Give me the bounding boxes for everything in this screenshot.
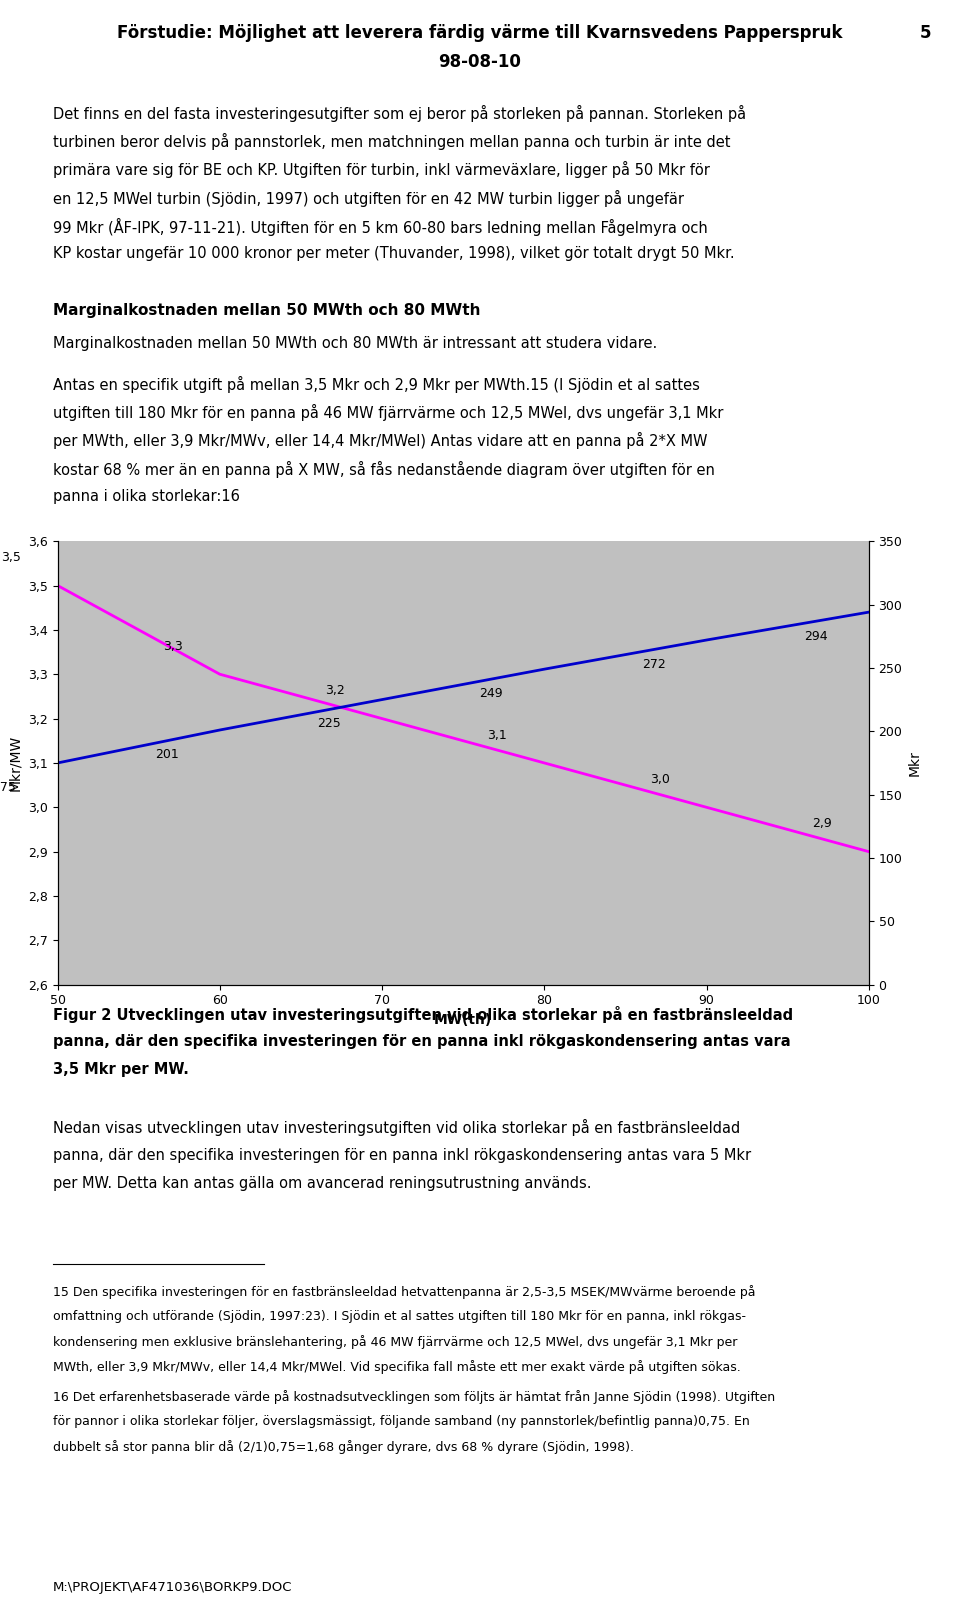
Text: Figur 2 Utvecklingen utav investeringsutgiften vid olika storlekar på en fastbrä: Figur 2 Utvecklingen utav investeringsut… xyxy=(53,1007,793,1023)
Text: kostar 68 % mer än en panna på X MW, så fås nedanstående diagram över utgiften f: kostar 68 % mer än en panna på X MW, så … xyxy=(53,461,714,477)
Text: M:\PROJEKT\AF471036\BORKP9.DOC: M:\PROJEKT\AF471036\BORKP9.DOC xyxy=(53,1581,292,1594)
Text: panna, där den specifika investeringen för en panna inkl rökgaskondensering anta: panna, där den specifika investeringen f… xyxy=(53,1034,790,1048)
Text: 3,5: 3,5 xyxy=(1,552,21,565)
Text: Marginalkostnaden mellan 50 MWth och 80 MWth är intressant att studera vidare.: Marginalkostnaden mellan 50 MWth och 80 … xyxy=(53,336,657,350)
Text: 294: 294 xyxy=(804,631,828,644)
Text: Nedan visas utvecklingen utav investeringsutgiften vid olika storlekar på en fas: Nedan visas utvecklingen utav investerin… xyxy=(53,1119,740,1137)
Text: 175: 175 xyxy=(0,781,16,794)
Text: Förstudie: Möjlighet att leverera färdig värme till Kvarnsvedens Papperspruk: Förstudie: Möjlighet att leverera färdig… xyxy=(117,24,843,42)
Text: 16 Det erfarenhetsbaserade värde på kostnadsutvecklingen som följts är hämtat fr: 16 Det erfarenhetsbaserade värde på kost… xyxy=(53,1390,775,1403)
Text: 225: 225 xyxy=(317,718,341,731)
Text: 15 Den specifika investeringen för en fastbränsleeldad hetvattenpanna är 2,5-3,5: 15 Den specifika investeringen för en fa… xyxy=(53,1286,756,1298)
Text: 3,3: 3,3 xyxy=(163,640,182,653)
Text: 98-08-10: 98-08-10 xyxy=(439,53,521,71)
Text: 3,2: 3,2 xyxy=(325,684,345,697)
Text: MWth, eller 3,9 Mkr/MWv, eller 14,4 Mkr/MWel. Vid specifika fall måste ett mer e: MWth, eller 3,9 Mkr/MWv, eller 14,4 Mkr/… xyxy=(53,1360,740,1374)
Text: dubbelt så stor panna blir då (2/1)0,75=1,68 gånger dyrare, dvs 68 % dyrare (Sjö: dubbelt så stor panna blir då (2/1)0,75=… xyxy=(53,1440,634,1453)
Text: KP kostar ungefär 10 000 kronor per meter (Thuvander, 1998), vilket gör totalt d: KP kostar ungefär 10 000 kronor per mete… xyxy=(53,247,734,261)
X-axis label: MW(th): MW(th) xyxy=(434,1013,492,1027)
Text: Det finns en del fasta investeringesutgifter som ej beror på storleken på pannan: Det finns en del fasta investeringesutgi… xyxy=(53,105,746,123)
Text: kondensering men exklusive bränslehantering, på 46 MW fjärrvärme och 12,5 MWel, : kondensering men exklusive bränslehanter… xyxy=(53,1336,737,1348)
Text: panna, där den specifika investeringen för en panna inkl rökgaskondensering anta: panna, där den specifika investeringen f… xyxy=(53,1148,751,1163)
Text: 99 Mkr (ÅF-IPK, 97-11-21). Utgiften för en 5 km 60-80 bars ledning mellan Fågelm: 99 Mkr (ÅF-IPK, 97-11-21). Utgiften för … xyxy=(53,218,708,235)
Text: primära vare sig för BE och KP. Utgiften för turbin, inkl värmeväxlare, ligger p: primära vare sig för BE och KP. Utgiften… xyxy=(53,161,709,179)
Text: 249: 249 xyxy=(479,687,503,700)
Y-axis label: Mkr/MW: Mkr/MW xyxy=(9,736,22,790)
Text: per MWth, eller 3,9 Mkr/MWv, eller 14,4 Mkr/MWel) Antas vidare att en panna på 2: per MWth, eller 3,9 Mkr/MWv, eller 14,4 … xyxy=(53,432,708,450)
Text: omfattning och utförande (Sjödin, 1997:23). I Sjödin et al sattes utgiften till : omfattning och utförande (Sjödin, 1997:2… xyxy=(53,1310,746,1323)
Text: 2,9: 2,9 xyxy=(812,818,831,831)
Text: Marginalkostnaden mellan 50 MWth och 80 MWth: Marginalkostnaden mellan 50 MWth och 80 … xyxy=(53,303,480,318)
Text: panna i olika storlekar:16: panna i olika storlekar:16 xyxy=(53,489,240,503)
Text: för pannor i olika storlekar följer, överslagsmässigt, följande samband (ny pann: för pannor i olika storlekar följer, öve… xyxy=(53,1415,750,1428)
Text: 5: 5 xyxy=(920,24,931,42)
Text: per MW. Detta kan antas gälla om avancerad reningsutrustning används.: per MW. Detta kan antas gälla om avancer… xyxy=(53,1176,591,1190)
Text: 272: 272 xyxy=(641,658,665,671)
Text: 3,1: 3,1 xyxy=(488,729,507,742)
Text: Antas en specifik utgift på mellan 3,5 Mkr och 2,9 Mkr per MWth.15 (I Sjödin et : Antas en specifik utgift på mellan 3,5 M… xyxy=(53,376,700,394)
Text: turbinen beror delvis på pannstorlek, men matchningen mellan panna och turbin är: turbinen beror delvis på pannstorlek, me… xyxy=(53,134,731,150)
Text: 3,5 Mkr per MW.: 3,5 Mkr per MW. xyxy=(53,1063,189,1077)
Text: 201: 201 xyxy=(155,748,179,761)
Text: en 12,5 MWel turbin (Sjödin, 1997) och utgiften för en 42 MW turbin ligger på un: en 12,5 MWel turbin (Sjödin, 1997) och u… xyxy=(53,190,684,206)
Text: utgiften till 180 Mkr för en panna på 46 MW fjärrvärme och 12,5 MWel, dvs ungefä: utgiften till 180 Mkr för en panna på 46… xyxy=(53,405,723,421)
Y-axis label: Mkr: Mkr xyxy=(908,750,922,776)
Text: 3,0: 3,0 xyxy=(650,773,670,786)
